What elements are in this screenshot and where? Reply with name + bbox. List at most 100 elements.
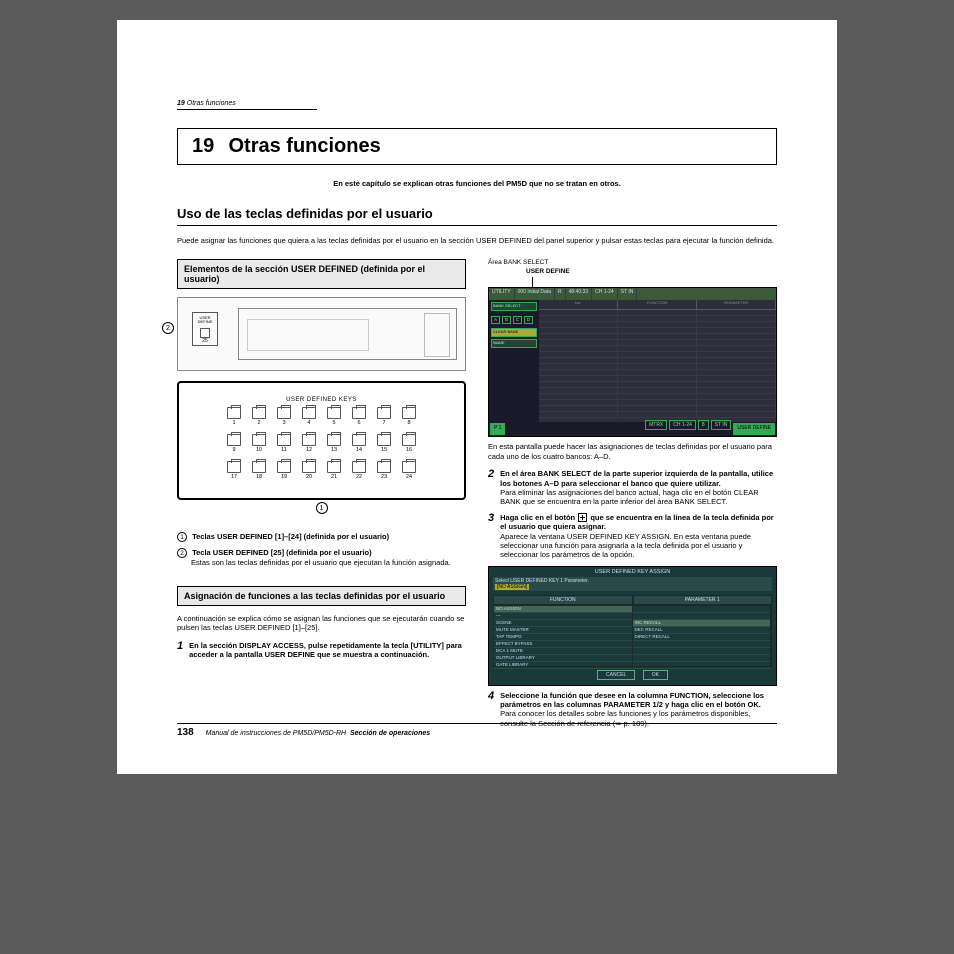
function-row: —	[494, 613, 632, 620]
user-defined-key: 13	[325, 434, 343, 453]
dialog-headers: FUNCTION PARAMETER 1	[493, 595, 772, 605]
key-label: USERDEFINE	[193, 316, 217, 324]
bank-tab: C	[513, 316, 522, 324]
key-number: 25	[193, 338, 217, 344]
function-row: GATE LIBRARY	[494, 662, 632, 669]
figure-label-bank: Área BANK SELECT	[488, 259, 777, 266]
chapter-intro: En este capítulo se explican otras funci…	[177, 179, 777, 188]
two-column-layout: Elementos de la sección USER DEFINED (de…	[177, 259, 777, 734]
footer-manual: Manual de instrucciones de PM5D/PM5D-RH	[206, 730, 346, 737]
function-column: NO ASSIGN—SCENEMUTE MASTERTAP TEMPOEFFEC…	[494, 606, 633, 666]
user-defined-key: 4	[300, 407, 318, 426]
item-1-title: Teclas USER DEFINED [1]–[24] (definida p…	[192, 532, 389, 541]
item-1: 1 Teclas USER DEFINED [1]–[24] (definida…	[177, 532, 466, 542]
step-1-text: En la sección DISPLAY ACCESS, pulse repe…	[189, 641, 462, 659]
function-row: OUTPUT LIBRARY	[494, 655, 632, 662]
param-row	[633, 613, 771, 620]
param-row	[633, 641, 771, 648]
keys-diagram-title: USER DEFINED KEYS	[185, 397, 458, 403]
callout-2: 2	[162, 322, 174, 334]
hdr-function: FUNCTION	[493, 595, 633, 605]
subsection-box-1: Elementos de la sección USER DEFINED (de…	[177, 259, 466, 289]
bank-select-label: BANK SELECT	[491, 302, 537, 311]
param-row: INC RECALL	[633, 620, 771, 627]
user-defined-key: 23	[375, 461, 393, 480]
page-footer: 138 Manual de instrucciones de PM5D/PM5D…	[177, 723, 777, 738]
document-page: 19 Otras funciones 19 Otras funciones En…	[117, 20, 837, 774]
param-row	[633, 662, 771, 669]
step-2: 2 En el área BANK SELECT de la parte sup…	[488, 469, 777, 507]
param-row	[633, 648, 771, 655]
running-head-num: 19	[177, 100, 185, 107]
key-button-icon	[200, 328, 210, 338]
section-lead: Puede asignar las funciones que quiera a…	[177, 236, 777, 245]
user-defined-key: 24	[400, 461, 418, 480]
user-defined-key: 15	[375, 434, 393, 453]
user-defined-key: 11	[275, 434, 293, 453]
dialog-info: Select USER DEFINED KEY 1 Parameter. [NO…	[493, 577, 772, 591]
user-defined-key: 17	[225, 461, 243, 480]
param-row	[633, 655, 771, 662]
function-row: DCA 1 MUTE	[494, 648, 632, 655]
function-row: MUTE MASTER	[494, 627, 632, 634]
step-3-num: 3	[488, 513, 494, 560]
ok-button: OK	[643, 670, 668, 680]
dialog-selection: [NO ASSIGN]	[495, 584, 529, 590]
assign-button-icon	[578, 513, 587, 522]
clear-bank-button: CLEAR BANK	[491, 328, 537, 337]
user-defined-keys-diagram: USER DEFINED KEYS 1234567891011121314151…	[177, 381, 466, 500]
param-column: INC RECALLDEC RECALLDIRECT RECALL	[633, 606, 772, 666]
item-2-num: 2	[177, 548, 187, 558]
chapter-title-box: 19 Otras funciones	[177, 128, 777, 165]
step-1: 1 En la sección DISPLAY ACCESS, pulse re…	[177, 641, 466, 660]
param-row	[633, 606, 771, 613]
right-column: Área BANK SELECT USER DEFINE UTILITY000 …	[488, 259, 777, 734]
user-defined-key: 22	[350, 461, 368, 480]
name-button: NAME	[491, 339, 537, 348]
assign-dialog-screen: USER DEFINED KEY ASSIGN Select USER DEFI…	[488, 566, 777, 686]
param-row: DIRECT RECALL	[633, 634, 771, 641]
dialog-body: NO ASSIGN—SCENEMUTE MASTERTAP TEMPOEFFEC…	[493, 605, 772, 667]
user-defined-key: 16	[400, 434, 418, 453]
bottom-page: P 1	[490, 423, 505, 435]
step-1-num: 1	[177, 641, 183, 660]
param-row: DEC RECALL	[633, 627, 771, 634]
running-head-text: Otras funciones	[187, 100, 236, 107]
user-defined-key: 12	[300, 434, 318, 453]
screen-left-panel: BANK SELECT ABCD CLEAR BANK NAME	[489, 300, 539, 422]
chapter-title: Otras funciones	[228, 135, 380, 157]
function-row: EFFECT BYPASS	[494, 641, 632, 648]
screen-main-grid: No.FUNCTIONPARAMETER	[539, 300, 776, 422]
user-defined-key: 19	[275, 461, 293, 480]
step-3-body: Aparece la ventana USER DEFINED KEY ASSI…	[500, 532, 777, 560]
function-row: TAP TEMPO	[494, 634, 632, 641]
screen1-caption: En esta pantalla puede hacer las asignac…	[488, 442, 777, 461]
section-heading: Uso de las teclas definidas por el usuar…	[177, 206, 777, 221]
item-2: 2 Tecla USER DEFINED [25] (definida por …	[177, 548, 466, 567]
figure-label-userdefine: USER DEFINE	[526, 268, 777, 275]
dialog-title: USER DEFINED KEY ASSIGN	[489, 567, 776, 577]
user-defined-key: 21	[325, 461, 343, 480]
user-define-screen: UTILITY000 Initial DataR48:40:33CH 1-24S…	[488, 287, 777, 437]
user-defined-key: 8	[400, 407, 418, 426]
item-1-num: 1	[177, 532, 187, 542]
page-number: 138	[177, 727, 194, 738]
screen-bottom-bar: P 1 MTRXCH 1-248ST IN USER DEFINE	[489, 422, 776, 436]
screen-title-bar: UTILITY000 Initial DataR48:40:33CH 1-24S…	[489, 288, 776, 300]
user-define-25-key: USERDEFINE 25	[192, 312, 218, 346]
bank-tab: A	[491, 316, 500, 324]
function-row: SCENE	[494, 620, 632, 627]
bank-tab: B	[502, 316, 511, 324]
footer-section: Sección de operaciones	[350, 730, 430, 737]
leader-line	[532, 277, 777, 287]
hdr-param1: PARAMETER 1	[633, 595, 773, 605]
assign-intro-para: A continuación se explica cómo se asigna…	[177, 614, 466, 633]
bank-tab: D	[524, 316, 533, 324]
user-defined-key: 1	[225, 407, 243, 426]
step-2-body: Para eliminar las asignaciones del banco…	[500, 488, 777, 507]
user-defined-key: 7	[375, 407, 393, 426]
step-2-num: 2	[488, 469, 494, 507]
dialog-footer: CANCEL OK	[489, 670, 776, 680]
step-4-bold: Seleccione la función que desee en la co…	[500, 691, 764, 709]
user-defined-key: 5	[325, 407, 343, 426]
